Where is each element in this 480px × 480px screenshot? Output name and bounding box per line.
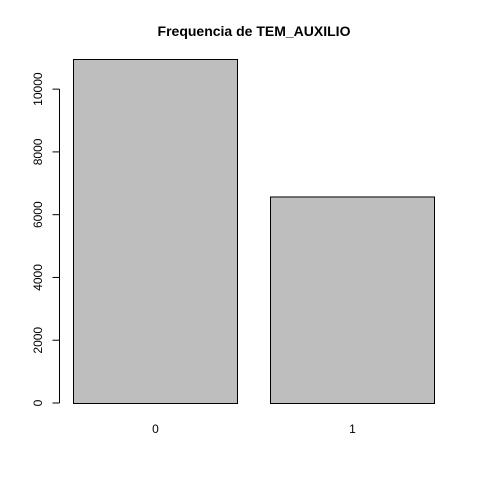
x-tick-label-1: 1 [349,422,356,436]
y-axis: 0 2000 4000 6000 8000 10000 [31,72,60,406]
y-tick-label-6000: 6000 [31,201,45,228]
bar-1 [270,196,435,404]
bars-group [73,59,435,404]
y-tick-label-0: 0 [31,399,45,406]
chart-title: Frequencia de TEM_AUXILIO [158,23,351,39]
y-tick-label-10000: 10000 [31,72,45,106]
y-tick-label-2000: 2000 [31,327,45,354]
y-tick-label-8000: 8000 [31,138,45,165]
y-tick-label-4000: 4000 [31,264,45,291]
x-tick-label-0: 0 [152,422,159,436]
bar-0 [73,59,238,404]
